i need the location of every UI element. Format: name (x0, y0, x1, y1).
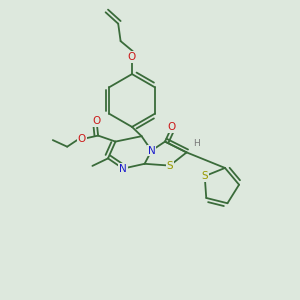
Text: O: O (167, 122, 176, 132)
Text: N: N (119, 164, 127, 174)
Text: O: O (77, 134, 86, 144)
Text: S: S (201, 171, 208, 181)
Text: H: H (193, 140, 200, 148)
Text: N: N (148, 146, 155, 156)
Text: S: S (167, 160, 173, 171)
Text: O: O (92, 116, 101, 126)
Text: O: O (128, 52, 136, 62)
